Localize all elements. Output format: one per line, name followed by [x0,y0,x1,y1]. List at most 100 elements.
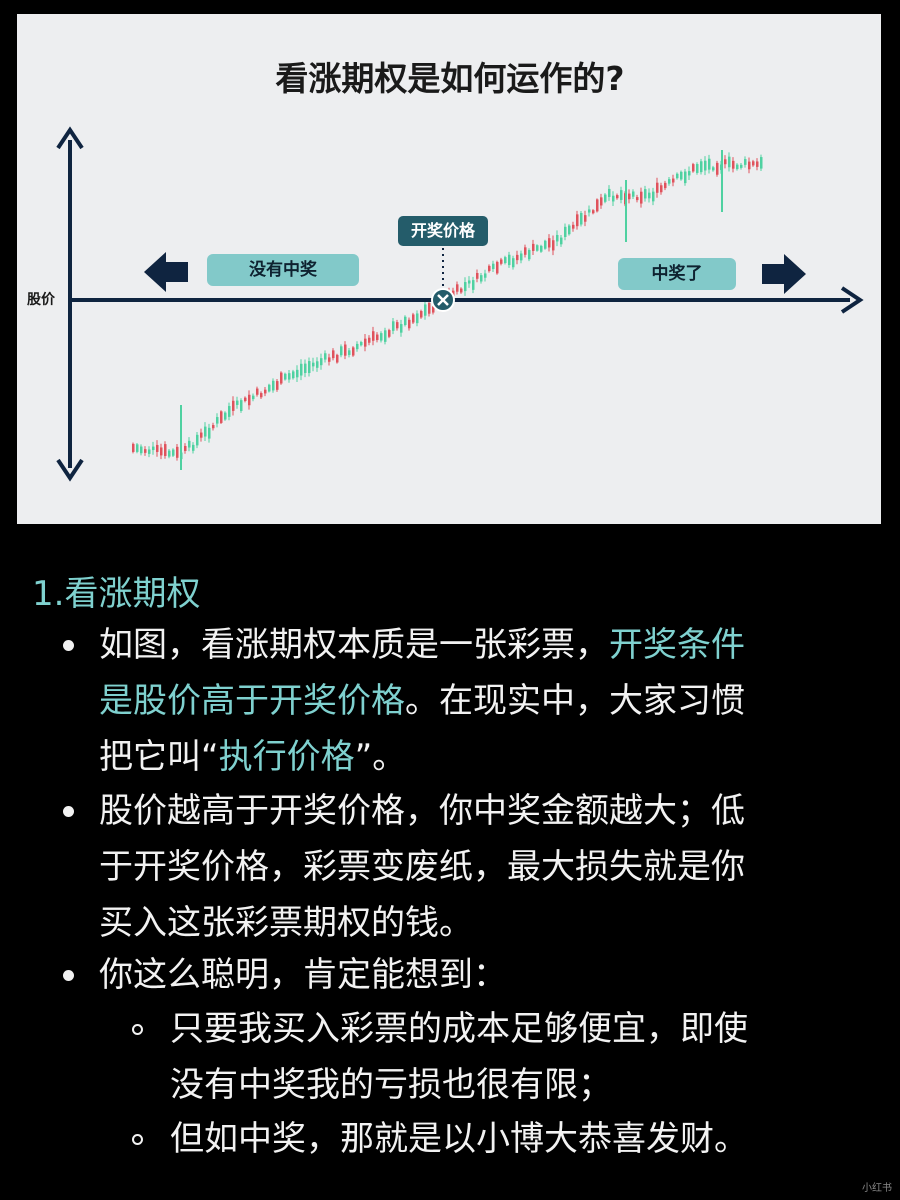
sub-paragraph-line: 没有中奖我的亏损也很有限； [170,1065,612,1105]
candle-body [428,302,431,314]
candle-body [724,159,727,165]
candle-body [248,394,251,406]
candle-body [192,444,195,451]
candle-body [404,316,407,326]
candle-body [328,357,331,362]
candle-body [744,159,747,165]
candle-body [336,354,339,363]
candle-body [632,191,635,197]
candle-body [500,259,503,264]
left-arrow-icon [144,252,188,292]
candle-body [408,319,411,329]
candle-body [656,182,659,193]
bullet-dot [63,970,74,981]
candle-body [424,304,427,316]
candle-body [652,191,655,202]
candle-body [204,426,207,437]
candle-body [692,164,695,172]
candle-body [224,412,227,420]
candle-body [416,313,419,324]
candle-body [352,347,355,356]
win-label: 中奖了 [618,258,736,290]
candle-body [360,342,363,346]
candle-body [320,358,323,366]
candle-body [508,254,511,266]
candle-body [200,432,203,438]
watermark: 小红书 [862,1183,892,1194]
candle-body [572,224,575,229]
candle-body [492,263,495,270]
candle-body [284,373,287,380]
candle-body [432,306,435,313]
paragraph-line: 于开奖价格，彩票变废纸，最大损失就是你 [99,847,745,887]
candle-body [288,373,291,380]
candle-body [608,188,611,197]
candle-body [252,395,255,400]
candle-body [420,311,423,318]
sub-paragraph-line: 只要我买入彩票的成本足够便宜，即使 [170,1009,748,1049]
right-arrow-icon [762,254,806,294]
candle-body [552,240,555,251]
candle-body [560,237,563,245]
paragraph-line: 如图，看涨期权本质是一张彩票，开奖条件 [99,625,745,665]
y-axis-label: 股价 [27,292,55,308]
candle-body [596,199,599,212]
candle-body [236,400,239,405]
candle-body [568,225,571,235]
bullet-dot [63,640,74,651]
paragraph-line: 是股价高于开奖价格。在现实中，大家习惯 [99,681,745,721]
candle-body [488,265,491,272]
paragraph-line: 把它叫“执行价格”。 [99,737,407,777]
candle-body [584,215,587,222]
candle-body [668,179,671,184]
candle-body [604,194,607,202]
candle-body [276,381,279,390]
candle-body [708,158,711,170]
candle-body [292,371,295,379]
candle-body [528,250,531,260]
candle-body [612,195,615,202]
paragraph-line: 你这么聪明，肯定能想到： [99,955,507,995]
candle-body [348,350,351,355]
candle-body [748,161,751,170]
candle-body [188,440,191,448]
candle-body [392,321,395,331]
y-axis-up-arrow [56,126,84,150]
candle-body [752,161,755,166]
candle-body [672,178,675,183]
candle-body [684,171,687,184]
candle-body [732,160,735,169]
candle-body [556,234,559,242]
candle-body [176,446,179,458]
x-axis-arrow [840,286,864,314]
candle-body [460,288,463,293]
candle-body [372,331,375,341]
candle-body [384,330,387,342]
candle-body [344,344,347,356]
candle-body [576,214,579,227]
candle-body [688,171,691,176]
candle-body [380,333,383,341]
paragraph-line: 股价越高于开奖价格，你中奖金额越大；低 [99,791,745,831]
candle-body [696,164,699,173]
candle-body [172,449,175,456]
candle-body [136,444,139,452]
candle-body [512,258,515,268]
candle-body [228,406,231,417]
candle-body [376,334,379,341]
section-heading: 1.看涨期权 [32,574,201,614]
candle-body [580,212,583,225]
sub-paragraph-line: 但如中奖，那就是以小博大恭喜发财。 [170,1119,748,1159]
candle-body [472,280,475,290]
candle-body [240,400,243,411]
candle-body [364,338,367,347]
no-win-label: 没有中奖 [207,254,359,286]
candle-body [164,444,167,456]
candle-body [728,156,731,168]
candle-body [152,446,155,451]
candle-body [412,314,415,323]
candle-body [304,363,307,373]
candle-body [664,182,667,189]
candle-body [356,343,359,350]
candle-body [756,161,759,167]
